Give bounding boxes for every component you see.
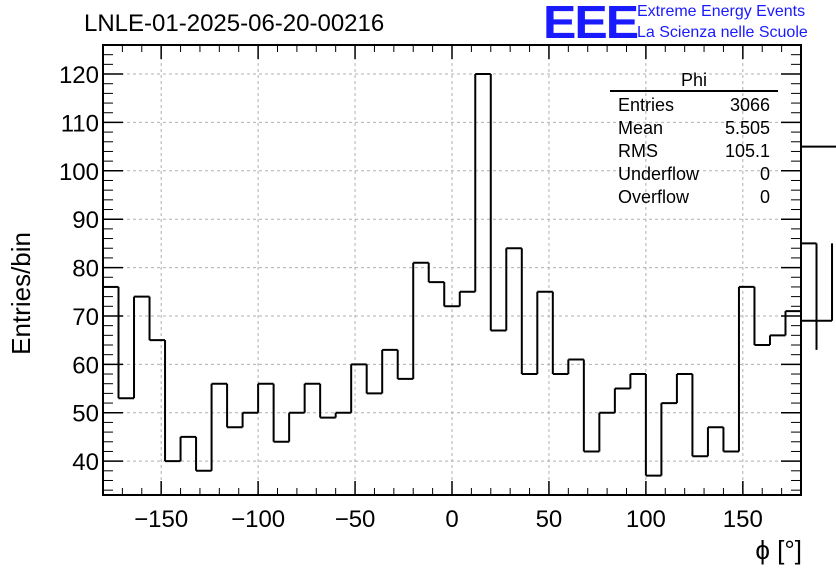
histogram-bin [117, 286, 135, 400]
histogram-bin [784, 310, 801, 336]
histogram-bin [489, 74, 507, 332]
stats-row-overflow: Overflow 0 [610, 186, 778, 209]
histogram-bin [691, 374, 708, 458]
histogram-bin [365, 364, 383, 395]
histogram-bin [350, 363, 367, 413]
histogram-bin [443, 282, 460, 308]
stats-row-mean: Mean 5.505 [610, 117, 778, 140]
stats-value: 105.1 [724, 141, 770, 161]
histogram-bin [133, 295, 150, 399]
x-tick-label: −100 [231, 506, 285, 533]
stats-label: Entries [618, 95, 675, 115]
y-tick-label: 110 [61, 110, 99, 137]
histogram-bin [722, 427, 739, 453]
histogram-bin [179, 435, 197, 462]
stats-row-rms: RMS 105.1 [610, 140, 778, 163]
histogram-bin [427, 262, 445, 284]
histogram-bin [753, 286, 770, 346]
stats-box: Phi Entries 3066 Mean 5.505 RMS 105.1 Un… [610, 70, 778, 209]
histogram-bin [412, 261, 429, 379]
y-axis-label: Entries/bin [6, 232, 36, 355]
y-tick-label: 40 [72, 449, 99, 476]
histogram-bin [148, 296, 166, 342]
x-tick-label: −50 [335, 506, 376, 533]
histogram-bin [210, 382, 228, 471]
stats-label: Overflow [618, 187, 690, 207]
histogram-bin [768, 334, 786, 345]
stats-label: Mean [618, 118, 664, 138]
logo-line-1: Extreme Energy Events [637, 3, 806, 20]
histogram-bin [257, 382, 274, 413]
stats-row-underflow: Underflow 0 [610, 163, 778, 186]
stats-label: Underflow [618, 164, 700, 184]
x-tick-label: 150 [723, 506, 763, 533]
stats-value: 5.505 [724, 118, 770, 138]
x-tick-label: 100 [626, 506, 666, 533]
histogram-bin [381, 348, 398, 394]
stats-value: 0 [759, 164, 770, 184]
histogram-bin [660, 402, 677, 476]
y-tick-label: 100 [59, 159, 99, 186]
histogram-bin [334, 411, 352, 418]
histogram-bin [801, 243, 834, 322]
histogram-bin [629, 373, 646, 389]
x-tick-label: −150 [134, 506, 188, 533]
histogram-bin [195, 436, 212, 472]
stats-row-entries: Entries 3066 [610, 94, 778, 117]
histogram-bin [396, 349, 414, 380]
x-tick-label: 50 [536, 506, 563, 533]
histogram-bin [551, 291, 569, 376]
stats-label: RMS [618, 141, 658, 161]
y-tick-label: 80 [72, 256, 99, 283]
histogram-bin [598, 411, 615, 452]
stats-value: 3066 [729, 95, 770, 115]
histogram-bin [272, 383, 290, 443]
histogram-bin [801, 242, 818, 350]
histogram-bin [241, 411, 259, 428]
histogram-bin [536, 290, 553, 375]
histogram-bin [801, 145, 836, 148]
histogram-bin [675, 373, 693, 404]
histogram-bin [458, 290, 476, 307]
histogram-bin [474, 73, 491, 292]
histogram-bin [505, 247, 522, 331]
histogram-bin [706, 426, 724, 457]
histogram-bin [303, 382, 321, 413]
histogram-bin [288, 411, 305, 442]
histogram-bin [644, 374, 662, 477]
histogram-bin [520, 248, 538, 376]
histogram-bin [164, 340, 181, 463]
y-tick-label: 60 [72, 352, 99, 379]
stats-box-title: Phi [610, 70, 778, 92]
logo-line-2: La Scienza nelle Scuole [637, 24, 808, 41]
histogram-bin [737, 285, 755, 452]
stats-value: 0 [759, 187, 770, 207]
chart-title: LNLE-01-2025-06-20-00216 [84, 10, 385, 37]
histogram-bin [567, 358, 584, 375]
x-tick-label: 0 [445, 506, 458, 533]
histogram-bin [226, 383, 243, 429]
y-tick-label: 70 [72, 304, 99, 331]
histogram-bin [319, 383, 336, 419]
y-tick-label: 50 [72, 401, 99, 428]
histogram-bin [582, 359, 600, 453]
histogram-bin [613, 387, 631, 413]
eee-logo: EEE [543, 0, 639, 49]
y-tick-label: 120 [59, 62, 99, 89]
y-tick-label: 90 [72, 207, 99, 234]
x-axis-label: ϕ [°] [755, 535, 802, 565]
